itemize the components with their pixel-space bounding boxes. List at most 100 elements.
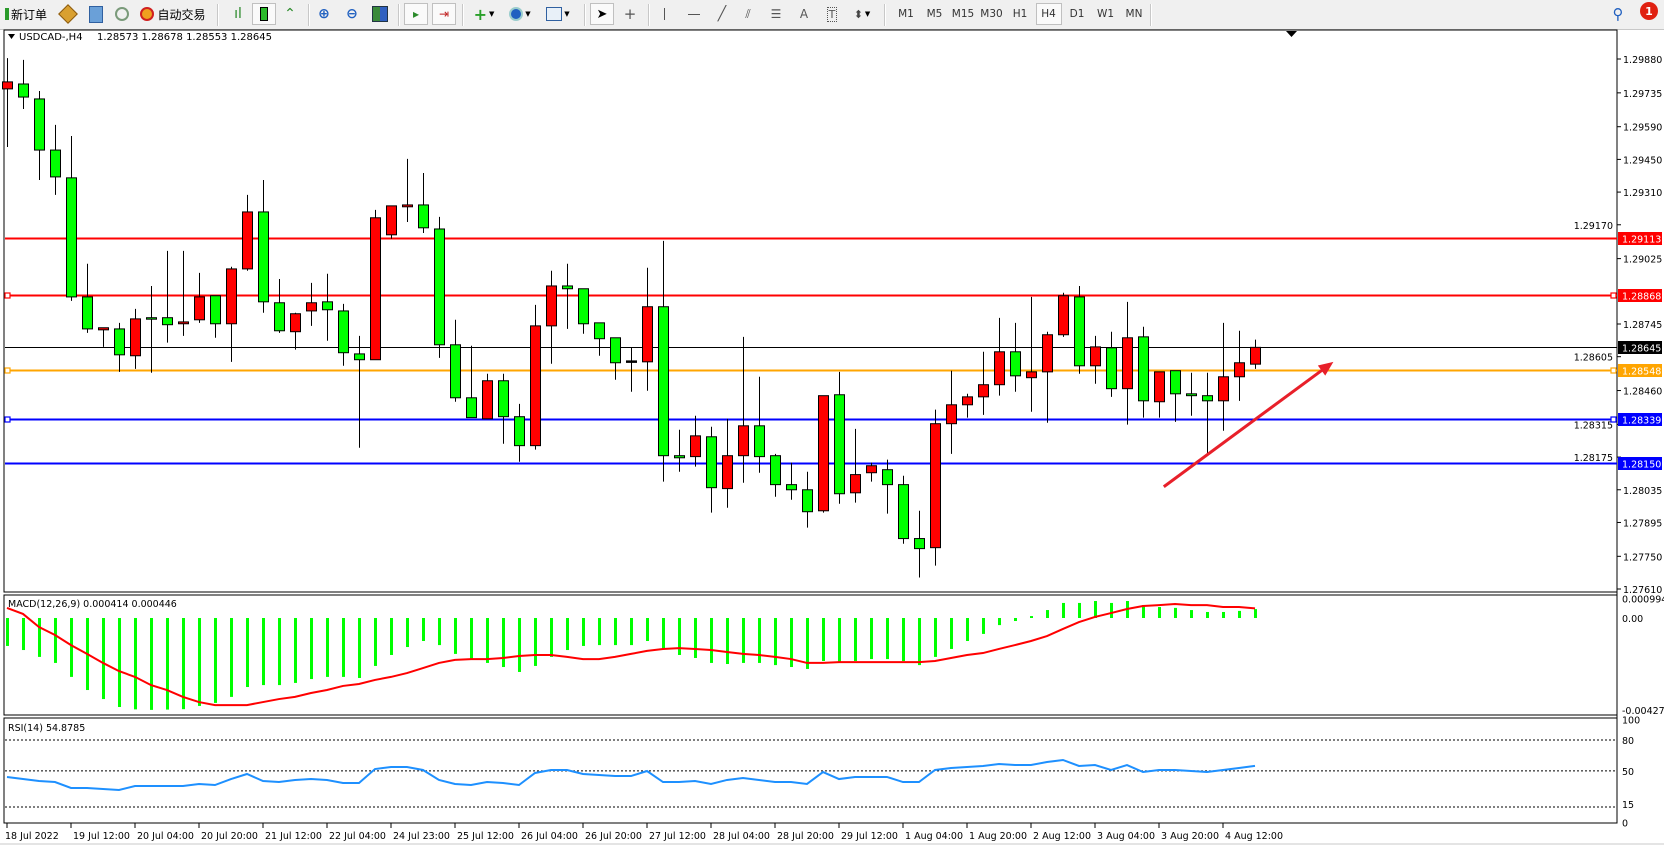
text-label-button[interactable]: T bbox=[820, 3, 844, 25]
timeframe-mn[interactable]: MN bbox=[1125, 8, 1143, 20]
candle-body bbox=[482, 380, 493, 420]
time-tick-label: 3 Aug 04:00 bbox=[1097, 831, 1155, 842]
level-line-handle[interactable] bbox=[1610, 292, 1617, 299]
candle-body bbox=[690, 435, 701, 458]
chart-shift-marker-icon[interactable] bbox=[1286, 31, 1297, 37]
crosshair-button[interactable]: + bbox=[618, 3, 642, 25]
macd-histogram-bar bbox=[806, 618, 809, 669]
auto-trading-button[interactable]: 自动交易 bbox=[135, 3, 211, 25]
cursor-button[interactable]: ➤ bbox=[590, 3, 614, 25]
timeframe-m30[interactable]: M30 bbox=[980, 8, 1003, 20]
macd-signal-line bbox=[6, 603, 1256, 707]
candle-body bbox=[34, 98, 45, 151]
macd-histogram-bar bbox=[710, 618, 713, 663]
timeframe-w1[interactable]: W1 bbox=[1096, 8, 1115, 20]
zoom-out-button[interactable]: ⊖ bbox=[340, 3, 364, 25]
vertical-line-button[interactable] bbox=[652, 3, 676, 25]
candle-body bbox=[1122, 337, 1133, 390]
candle-body bbox=[1074, 296, 1085, 367]
equidistant-channel-button[interactable]: ⫽ bbox=[736, 3, 760, 25]
candle-body bbox=[98, 327, 109, 331]
new-order-button[interactable]: 新订单 bbox=[2, 3, 50, 25]
chevron-down-icon: ▼ bbox=[525, 10, 531, 18]
tile-windows-button[interactable] bbox=[368, 3, 392, 25]
timeframe-h4[interactable]: H4 bbox=[1035, 3, 1062, 25]
timeframe-m1[interactable]: M1 bbox=[898, 8, 914, 20]
horizontal-line-button[interactable] bbox=[682, 3, 706, 25]
text-label-icon: T bbox=[826, 6, 838, 22]
indicators-button[interactable]: + ▼ bbox=[468, 3, 500, 25]
chart-shift-button[interactable]: ⇥ bbox=[432, 3, 456, 25]
candle-body bbox=[114, 328, 125, 356]
macd-histogram-bar bbox=[118, 618, 121, 708]
candlestick-button[interactable] bbox=[252, 3, 276, 25]
text-button[interactable]: A bbox=[792, 3, 816, 25]
bar-chart-icon: ıl bbox=[234, 6, 242, 22]
price-tick-label: 1.27750 bbox=[1623, 552, 1662, 563]
arrows-icon: ⬍ bbox=[853, 7, 863, 21]
arrows-button[interactable]: ⬍ ▼ bbox=[846, 3, 878, 25]
macd-histogram-bar bbox=[198, 618, 201, 706]
price-tick-label: 1.27895 bbox=[1623, 518, 1662, 529]
autoscroll-button[interactable]: ▸ bbox=[404, 3, 428, 25]
macd-histogram-bar bbox=[182, 618, 185, 710]
search-button[interactable]: ⚲ bbox=[1606, 3, 1630, 25]
candle-body bbox=[1026, 371, 1037, 379]
candle-body bbox=[322, 301, 333, 311]
price-tick-label: 1.29450 bbox=[1623, 155, 1662, 166]
timeframe-m5[interactable]: M5 bbox=[926, 8, 943, 20]
candle-body bbox=[402, 204, 413, 208]
candle-body bbox=[978, 384, 989, 398]
candle-body bbox=[1218, 376, 1229, 402]
macd-histogram-bar bbox=[150, 618, 153, 710]
timeframe-h1[interactable]: H1 bbox=[1012, 8, 1028, 20]
candle-body bbox=[178, 321, 189, 325]
periods-button[interactable]: ▼ bbox=[504, 3, 536, 25]
equidistant-channel-icon: ⫽ bbox=[745, 6, 751, 21]
crosshair-icon: + bbox=[623, 5, 637, 23]
macd-histogram-bar bbox=[838, 618, 841, 663]
trend-arrow-head[interactable] bbox=[1317, 361, 1334, 376]
candle-body bbox=[258, 211, 269, 303]
price-level-tag bbox=[1618, 457, 1662, 470]
candle-body bbox=[1106, 347, 1117, 390]
trendline-button[interactable]: ╱ bbox=[710, 3, 734, 25]
level-line-handle[interactable] bbox=[1610, 367, 1617, 374]
macd-histogram-bar bbox=[598, 618, 601, 646]
toolbar-separator bbox=[217, 4, 219, 26]
zoom-in-button[interactable]: ⊕ bbox=[312, 3, 336, 25]
chart-shift-icon: ⇥ bbox=[438, 7, 450, 21]
templates-button[interactable]: ▼ bbox=[542, 3, 574, 25]
macd-histogram-bar bbox=[630, 618, 633, 646]
rsi-line bbox=[6, 758, 1256, 791]
notification-count: 1 bbox=[1645, 4, 1653, 18]
toolbar-separator bbox=[584, 4, 586, 26]
text-icon: A bbox=[799, 7, 809, 21]
candle-body bbox=[626, 360, 637, 363]
rsi-label: RSI(14) 54.8785 bbox=[8, 723, 85, 734]
candle-body bbox=[882, 469, 893, 486]
time-tick-label: 25 Jul 12:00 bbox=[457, 831, 514, 842]
candle-body bbox=[226, 268, 237, 325]
macd-histogram-bar bbox=[342, 618, 345, 677]
timeframe-m15[interactable]: M15 bbox=[951, 8, 975, 20]
level-line-handle[interactable] bbox=[1610, 416, 1617, 423]
candle-body bbox=[850, 474, 861, 494]
candle-body bbox=[658, 306, 669, 457]
macd-label: MACD(12,26,9) 0.000414 0.000446 bbox=[8, 599, 177, 610]
notifications-button[interactable]: 1 bbox=[1640, 2, 1658, 20]
navigator-button[interactable] bbox=[84, 3, 108, 25]
fibonacci-button[interactable]: ☰ bbox=[764, 3, 788, 25]
candle-body bbox=[434, 228, 445, 346]
bar-chart-button[interactable]: ıl bbox=[226, 3, 250, 25]
level-line-handle[interactable] bbox=[4, 416, 11, 423]
level-line-handle[interactable] bbox=[4, 367, 11, 374]
timeframe-d1[interactable]: D1 bbox=[1069, 8, 1085, 20]
line-chart-button[interactable]: ⌃ bbox=[278, 3, 302, 25]
level-line-handle[interactable] bbox=[4, 292, 11, 299]
candle-body bbox=[754, 425, 765, 458]
signals-button[interactable] bbox=[110, 3, 134, 25]
chart-menu-triangle-icon[interactable] bbox=[8, 34, 15, 39]
trend-arrow-line[interactable] bbox=[1162, 365, 1328, 488]
